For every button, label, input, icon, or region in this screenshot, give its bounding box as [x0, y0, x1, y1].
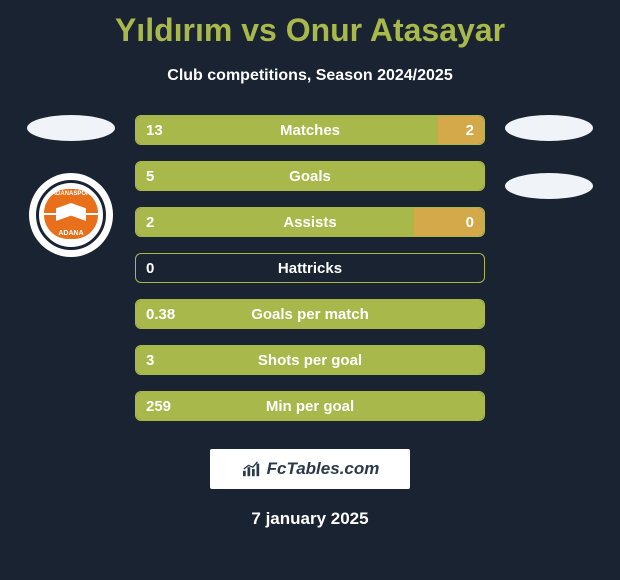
club-name-bottom: ADANA [58, 230, 83, 237]
brand-badge[interactable]: FcTables.com [210, 449, 410, 489]
stats-column: 13Matches25Goals2Assists00Hattricks0.38G… [135, 115, 485, 421]
player-badge-placeholder [505, 115, 593, 141]
right-player-column [503, 115, 595, 199]
stat-label: Assists [136, 214, 484, 231]
stat-value-right: 0 [466, 214, 474, 231]
comparison-content: ADANASPOR ADANA 13Matches25Goals2Assists… [0, 115, 620, 421]
stat-row: 0.38Goals per match [135, 299, 485, 329]
footer-date: 7 january 2025 [0, 509, 620, 529]
left-club-badge: ADANASPOR ADANA [29, 173, 113, 257]
stat-row: 0Hattricks [135, 253, 485, 283]
stat-row: 13Matches2 [135, 115, 485, 145]
brand-text: FcTables.com [267, 459, 380, 479]
stat-value-right: 2 [466, 122, 474, 139]
stat-row: 2Assists0 [135, 207, 485, 237]
stat-label: Matches [136, 122, 484, 139]
player-badge-placeholder [27, 115, 115, 141]
comparison-title: Yıldırım vs Onur Atasayar [0, 0, 620, 49]
stat-label: Goals [136, 168, 484, 185]
stat-row: 3Shots per goal [135, 345, 485, 375]
stat-label: Min per goal [136, 398, 484, 415]
comparison-subtitle: Club competitions, Season 2024/2025 [0, 67, 620, 85]
stat-label: Hattricks [136, 260, 484, 277]
stat-label: Goals per match [136, 306, 484, 323]
stat-row: 259Min per goal [135, 391, 485, 421]
club-name-top: ADANASPOR [52, 191, 91, 197]
left-player-column: ADANASPOR ADANA [25, 115, 117, 257]
stat-row: 5Goals [135, 161, 485, 191]
stat-label: Shots per goal [136, 352, 484, 369]
club-badge-placeholder [505, 173, 593, 199]
chart-icon [241, 460, 263, 478]
club-badge-inner: ADANASPOR ADANA [36, 180, 106, 250]
